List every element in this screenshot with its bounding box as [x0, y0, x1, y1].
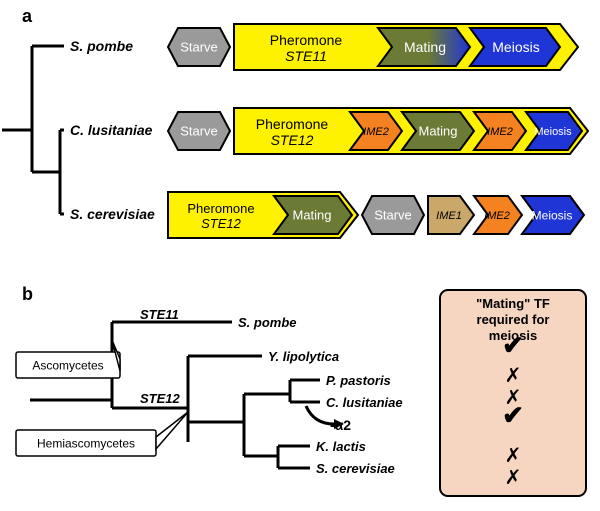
- block-label: IME2: [484, 210, 510, 222]
- panel-title-line: required for: [477, 312, 550, 327]
- block-label: IME1: [436, 210, 462, 222]
- species-label: C. lusitaniae: [326, 395, 403, 410]
- panel-letter-a: a: [22, 6, 33, 26]
- cross-icon: ✗: [505, 365, 522, 387]
- block-label: Starve: [374, 208, 412, 223]
- block-label: Mating: [418, 124, 457, 139]
- cross-icon: ✗: [505, 445, 522, 467]
- panel-title-line: "Mating" TF: [476, 296, 550, 311]
- species-label: Y. lipolytica: [268, 349, 339, 364]
- species-label: S. pombe: [70, 38, 133, 54]
- block-label: Pheromone: [270, 32, 343, 48]
- block-label: Meiosis: [534, 126, 572, 138]
- block-label: Mating: [292, 208, 331, 223]
- block-label: Meiosis: [492, 39, 539, 55]
- species-label: C. lusitaniae: [70, 122, 153, 138]
- block-label: Starve: [180, 124, 218, 139]
- check-icon: ✔: [502, 330, 524, 360]
- alpha2-label: -α2: [330, 417, 351, 433]
- branch-label-ste12: STE12: [140, 391, 181, 406]
- branch-label-ste11: STE11: [140, 307, 179, 322]
- block-label: Pheromone: [256, 116, 329, 132]
- block-label: IME2: [487, 126, 513, 138]
- block-label: Hemiascomycetes: [37, 436, 135, 450]
- species-label: S. cerevisiae: [316, 461, 395, 476]
- panel-letter-b: b: [22, 284, 33, 304]
- species-label: S. cerevisiae: [70, 206, 155, 222]
- block-label: Ascomycetes: [32, 358, 103, 372]
- check-icon: ✔: [502, 400, 524, 430]
- block-label: IME2: [363, 126, 389, 138]
- species-label: P. pastoris: [326, 373, 391, 388]
- block-label: Mating: [404, 39, 446, 55]
- block-label: STE11: [285, 48, 327, 64]
- block-label: Meiosis: [532, 208, 573, 222]
- block-label: Starve: [180, 40, 218, 55]
- cross-icon: ✗: [505, 467, 522, 489]
- block-label: STE12: [271, 132, 314, 148]
- species-label: S. pombe: [238, 315, 297, 330]
- block-label: STE12: [201, 216, 242, 231]
- block-label: Pheromone: [187, 201, 254, 216]
- species-label: K. lactis: [316, 439, 366, 454]
- tag-hemiascomycetes-pointer: [156, 412, 188, 449]
